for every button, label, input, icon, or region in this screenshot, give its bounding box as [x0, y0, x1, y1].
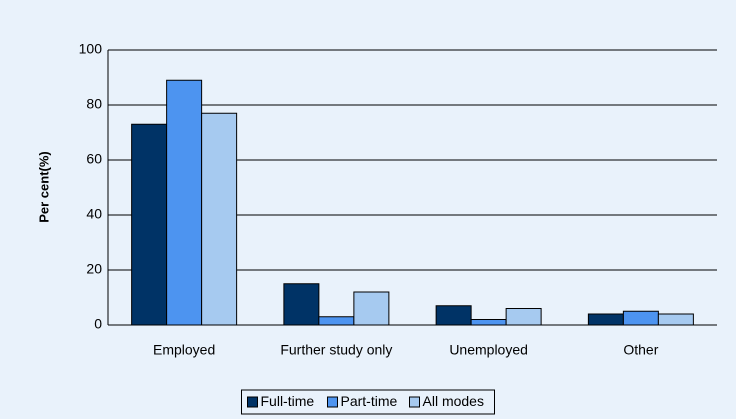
legend-swatch	[247, 396, 258, 408]
legend-swatch	[409, 396, 420, 408]
y-tick-label: 80	[86, 96, 102, 112]
bar	[318, 316, 355, 326]
bar	[657, 313, 694, 326]
bar	[622, 310, 659, 326]
x-tick-label: Other	[623, 342, 658, 358]
x-tick-label: Employed	[153, 342, 215, 358]
x-tick-label: Unemployed	[449, 342, 528, 358]
legend-label: Full-time	[261, 393, 315, 409]
bar	[283, 283, 320, 326]
x-tick-label: Further study only	[280, 342, 392, 358]
y-tick-label: 0	[94, 316, 102, 332]
bar	[201, 112, 238, 326]
bar	[131, 123, 168, 326]
y-axis-label: Per cent(%)	[36, 151, 51, 223]
bar	[435, 305, 472, 326]
bar	[505, 308, 542, 326]
y-tick-label: 60	[86, 151, 102, 167]
bar	[587, 313, 624, 326]
y-tick-label: 100	[79, 41, 103, 57]
bar	[166, 79, 203, 326]
bar	[353, 291, 390, 326]
y-tick-label: 20	[86, 261, 102, 277]
y-tick-label: 40	[86, 206, 102, 222]
legend-label: All modes	[423, 393, 484, 409]
legend-swatch	[327, 396, 338, 408]
bar	[470, 319, 507, 326]
legend-box	[241, 389, 495, 415]
legend-label: Part-time	[341, 393, 398, 409]
